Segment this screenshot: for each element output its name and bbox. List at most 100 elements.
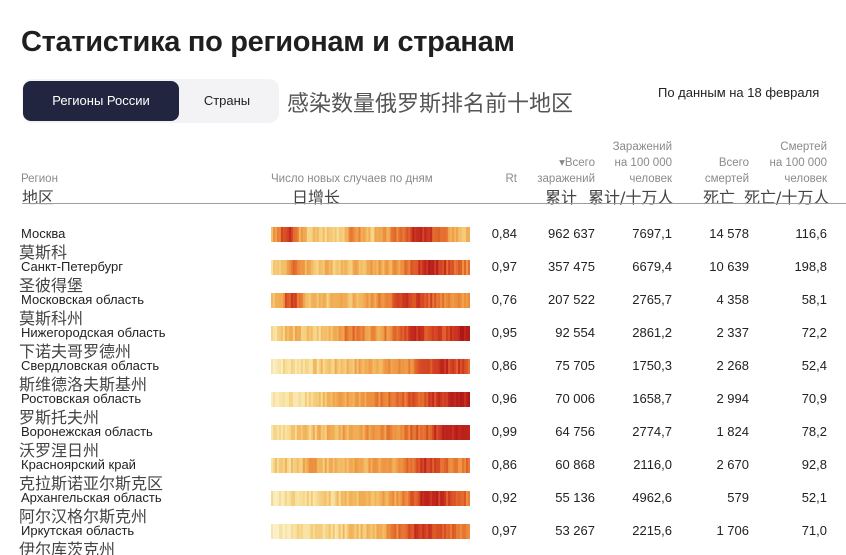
region-name[interactable]: Иркутская область	[21, 523, 135, 538]
heatmap-cell	[384, 458, 388, 473]
heatmap-cell	[328, 524, 332, 539]
heatmap-cell	[308, 524, 312, 539]
heatmap-cell	[326, 227, 330, 242]
region-name[interactable]: Архангельская область	[21, 490, 162, 505]
col-header-per100k-1[interactable]: Заражений	[612, 141, 672, 153]
col-header-deaths100k-3[interactable]: человек	[784, 173, 827, 185]
heatmap-cell	[356, 260, 360, 275]
daily-cases-heatmap[interactable]	[271, 524, 470, 539]
heatmap-cell	[392, 425, 395, 440]
col-header-rt[interactable]: Rt	[505, 173, 518, 185]
daily-cases-heatmap[interactable]	[271, 326, 470, 341]
heatmap-cell	[426, 260, 429, 275]
heatmap-cell	[452, 260, 455, 275]
heatmap-cell	[390, 260, 393, 275]
heatmap-cell	[346, 425, 350, 440]
heatmap-cell	[428, 293, 431, 308]
heatmap-cell	[336, 326, 340, 341]
heatmap-cell	[426, 326, 429, 341]
col-header-total[interactable]: заражений	[537, 173, 595, 185]
heatmap-cell	[342, 458, 346, 473]
heatmap-cell	[304, 491, 308, 506]
heatmap-cell	[382, 227, 386, 242]
heatmap-cell	[302, 392, 306, 407]
daily-cases-heatmap[interactable]	[271, 458, 470, 473]
heatmap-cell	[300, 260, 304, 275]
region-name[interactable]: Москва	[21, 226, 66, 241]
heatmap-cell	[442, 425, 445, 440]
cell-total-cases: 64 756	[555, 424, 595, 439]
heatmap-cell	[308, 425, 312, 440]
daily-cases-heatmap[interactable]	[271, 293, 470, 308]
col-header-deaths-2[interactable]: смертей	[704, 173, 749, 185]
cell-cases-per-100k: 2861,2	[632, 325, 672, 340]
heatmap-cell	[468, 359, 470, 374]
heatmap-cell	[282, 425, 286, 440]
col-header-per100k-2[interactable]: на 100 000	[614, 157, 672, 169]
daily-cases-heatmap[interactable]	[271, 392, 470, 407]
col-header-region[interactable]: Регион	[21, 173, 58, 185]
heatmap-cell	[368, 425, 372, 440]
heatmap-cell	[316, 425, 320, 440]
heatmap-cell	[392, 359, 395, 374]
heatmap-cell	[436, 326, 439, 341]
heatmap-cell	[396, 260, 399, 275]
region-name[interactable]: Воронежская область	[21, 424, 153, 439]
heatmap-cell	[464, 326, 467, 341]
heatmap-cell	[336, 293, 340, 308]
col-header-deaths100k-1[interactable]: Смертей	[780, 141, 827, 153]
cell-deaths-per-100k: 70,9	[801, 391, 827, 406]
region-name[interactable]: Нижегородская область	[21, 325, 166, 340]
heatmap-cell	[464, 293, 467, 308]
region-name[interactable]: Свердловская область	[21, 358, 160, 373]
heatmap-cell	[306, 359, 310, 374]
daily-cases-heatmap[interactable]	[271, 227, 470, 242]
heatmap-cell	[456, 392, 459, 407]
heatmap-cell	[376, 524, 380, 539]
heatmap-cell	[272, 260, 276, 275]
col-header-total-sort[interactable]: ▾Всего	[559, 157, 595, 169]
heatmap-cell	[368, 458, 372, 473]
heatmap-cell	[408, 524, 411, 539]
col-header-per100k-3[interactable]: человек	[629, 173, 672, 185]
region-name[interactable]: Ростовская область	[21, 391, 142, 406]
heatmap-cell	[316, 227, 320, 242]
heatmap-cell	[360, 425, 364, 440]
heatmap-cell	[434, 326, 437, 341]
heatmap-cell	[318, 293, 322, 308]
heatmap-cell	[306, 293, 310, 308]
heatmap-cell	[354, 293, 358, 308]
heatmap-cell	[271, 260, 274, 275]
region-name[interactable]: Красноярский край	[21, 457, 136, 472]
heatmap-cell	[416, 524, 419, 539]
page-title: Статистика по регионам и странам	[21, 26, 515, 58]
heatmap-cell	[412, 293, 415, 308]
heatmap-cell	[292, 260, 296, 275]
heatmap-cell	[360, 524, 364, 539]
heatmap-cell	[398, 359, 401, 374]
daily-cases-heatmap[interactable]	[271, 425, 470, 440]
col-header-deaths-1[interactable]: Всего	[718, 157, 749, 169]
heatmap-cell	[276, 524, 280, 539]
daily-cases-heatmap[interactable]	[271, 359, 470, 374]
heatmap-cell	[320, 458, 324, 473]
heatmap-cell	[434, 425, 437, 440]
heatmap-cell	[420, 293, 423, 308]
heatmap-cell	[304, 227, 308, 242]
heatmap-cell	[460, 458, 463, 473]
daily-cases-heatmap[interactable]	[271, 260, 470, 275]
region-name[interactable]: Московская область	[21, 292, 145, 307]
heatmap-cell	[406, 260, 409, 275]
cell-rt: 0,97	[491, 259, 517, 274]
heatmap-cell	[376, 491, 380, 506]
heatmap-cell	[394, 392, 397, 407]
tab-countries[interactable]: Страны	[203, 93, 251, 108]
heatmap-cell	[320, 392, 324, 407]
heatmap-cell	[302, 227, 306, 242]
region-name[interactable]: Санкт-Петербург	[21, 259, 123, 274]
col-header-daily-cases[interactable]: Число новых случаев по дням	[271, 173, 433, 185]
col-header-deaths100k-2[interactable]: на 100 000	[769, 157, 827, 169]
daily-cases-heatmap[interactable]	[271, 491, 470, 506]
tab-russian-regions[interactable]: Регионы России	[23, 81, 179, 121]
heatmap-cell	[414, 359, 417, 374]
